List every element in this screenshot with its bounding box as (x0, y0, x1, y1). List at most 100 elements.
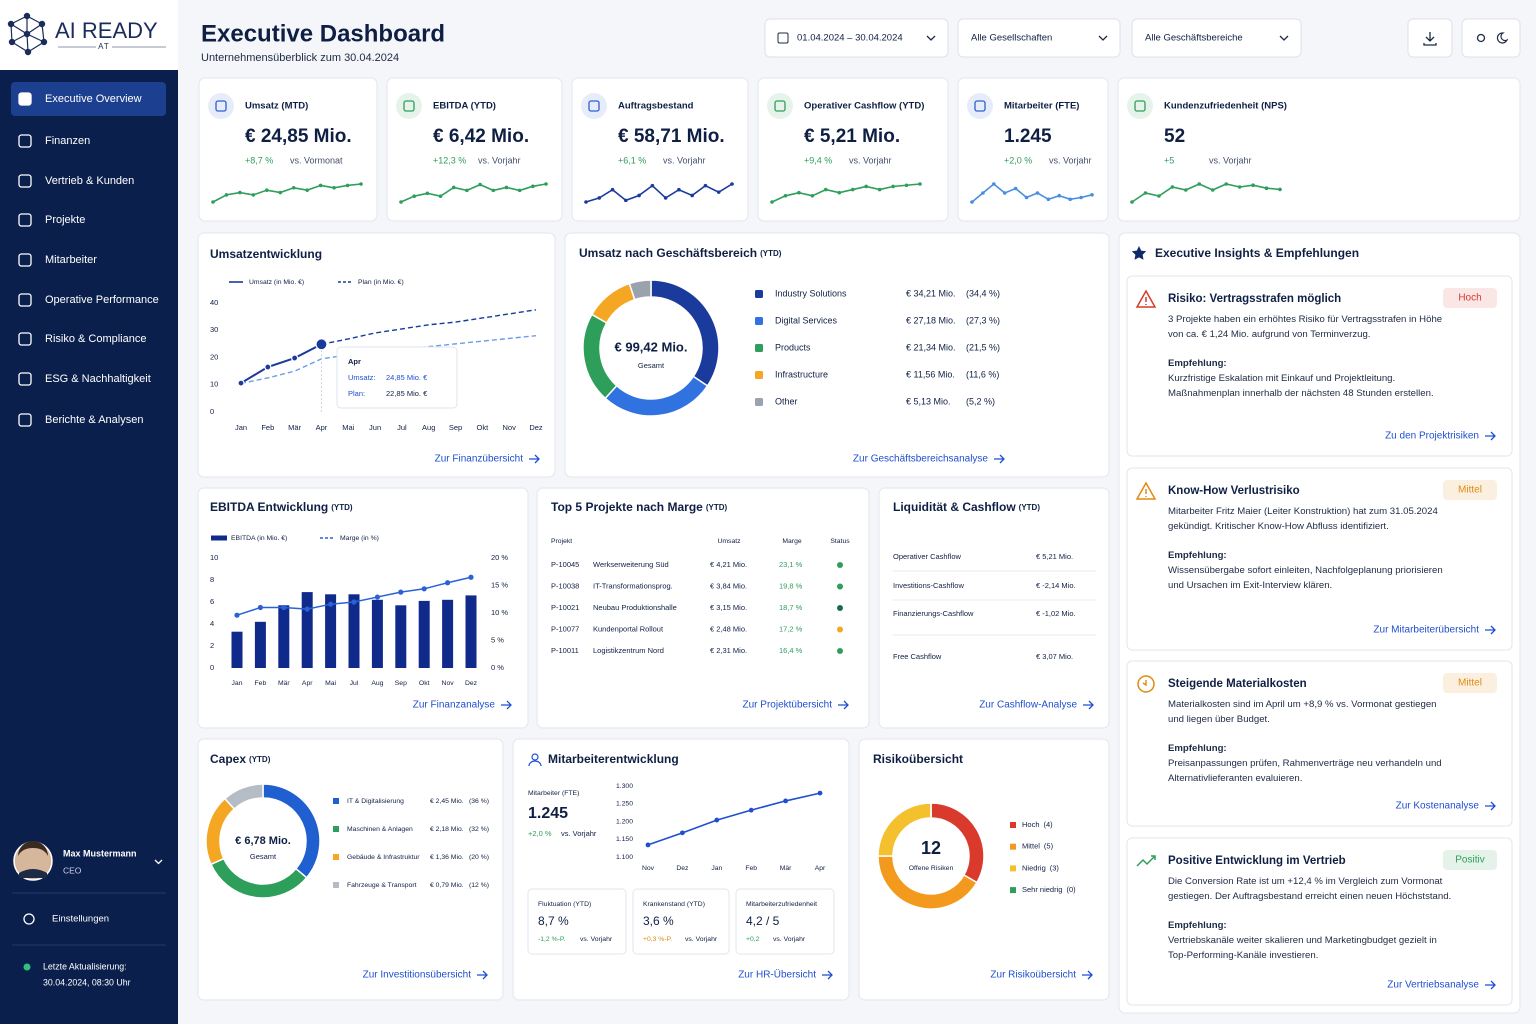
kpi-icon-glyph (774, 100, 786, 112)
spark-point (716, 190, 721, 194)
link[interactable]: Zur HR-Übersicht (738, 969, 816, 981)
nav-item[interactable]: Risiko & Compliance (45, 333, 146, 345)
nav-item[interactable]: Berichte & Analysen (45, 414, 143, 426)
theme-button[interactable] (1461, 18, 1521, 58)
bar (348, 594, 360, 668)
kpi-delta: +12,3 % (433, 155, 466, 165)
nav-icon (18, 332, 32, 346)
tooltip-title: Apr (348, 357, 361, 366)
link-arrow[interactable] (1485, 801, 1496, 811)
insight-rec: Wissensübergabe sofort einleiten, Nachfo… (1168, 565, 1443, 591)
insight-icon (1136, 855, 1156, 867)
link-arrow[interactable] (1485, 625, 1496, 635)
spark-point (504, 185, 509, 190)
kpi-label: Mitarbeiter (FTE) (1004, 101, 1079, 112)
kpi-compare: vs. Vorjahr (1209, 155, 1252, 165)
spark-point (690, 193, 694, 198)
settings[interactable]: Einstellungen (52, 914, 109, 925)
link-arrow[interactable] (501, 700, 512, 710)
avatar-hair (18, 841, 48, 856)
link-arrow[interactable] (529, 454, 540, 464)
mini-card (735, 888, 835, 955)
project-margin: 23,1 % (779, 560, 803, 569)
marge-point (445, 580, 451, 586)
nav-item[interactable]: ESG & Nachhaltigkeit (45, 373, 151, 385)
x-tick-label: Mär (288, 423, 301, 432)
link[interactable]: Zu den Projektrisiken (1385, 431, 1479, 442)
link-arrow[interactable] (838, 700, 849, 710)
bar (301, 592, 313, 668)
nav-item[interactable]: Finanzen (45, 135, 90, 147)
link-arrow[interactable] (822, 970, 833, 980)
logo-node (38, 20, 46, 28)
donut-center-label: Gesamt (638, 361, 665, 370)
link[interactable]: Zur Finanzübersicht (435, 454, 524, 465)
card-title-suffix: (YTD) (331, 503, 353, 512)
link-arrow[interactable] (1485, 431, 1496, 441)
filter[interactable]: Alle Gesellschaften (971, 33, 1052, 44)
link[interactable]: Zur Cashflow-Analyse (979, 700, 1077, 711)
filter-box[interactable] (1131, 18, 1302, 58)
spark-point (610, 187, 615, 192)
nav-item[interactable]: Operative Performance (45, 294, 159, 306)
card-title: Top 5 Projekte nach Marge (YTD) (551, 500, 727, 514)
series-line (321, 309, 537, 345)
kpi-icon (208, 93, 234, 119)
link[interactable]: Zur Risikoübersicht (990, 970, 1076, 981)
marge-point (304, 606, 310, 612)
donut-center-value: € 6,78 Mio. (235, 835, 291, 847)
filter-chevron (1098, 35, 1108, 41)
data-point (264, 363, 272, 371)
project-margin: 17,2 % (779, 624, 803, 633)
filter-box[interactable] (957, 18, 1121, 58)
marge-point (257, 604, 263, 611)
nav-item[interactable]: Projekte (45, 214, 85, 226)
risk-count: (5) (1044, 842, 1054, 851)
link-arrow[interactable] (1485, 980, 1496, 990)
card-title: Liquidität & Cashflow (YTD) (893, 500, 1040, 514)
spark-point (850, 187, 855, 192)
link[interactable]: Zur Geschäftsbereichsanalyse (853, 454, 989, 465)
brand-sub: AT (98, 42, 110, 51)
spark-point (478, 182, 482, 187)
filter[interactable]: Alle Geschäftsbereiche (1145, 33, 1243, 44)
segment-share: (34,4 %) (966, 288, 1000, 298)
nav-item[interactable]: Vertrieb & Kunden (45, 175, 134, 187)
link-arrow[interactable] (1082, 970, 1093, 980)
link[interactable]: Zur Investitionsübersicht (363, 970, 472, 981)
card-title: Umsatz nach Geschäftsbereich (YTD) (579, 246, 782, 260)
link[interactable]: Zur Finanzanalyse (413, 700, 496, 711)
settings-icon (23, 913, 35, 925)
mini-delta: +0,2 (746, 936, 760, 943)
kpi-delta: +2,0 % (528, 829, 552, 838)
tooltip-value: 22,85 Mio. € (386, 389, 428, 398)
filter[interactable]: 01.04.2024 – 30.04.2024 (797, 33, 903, 44)
kpi-compare: vs. Vorjahr (849, 155, 892, 165)
link-arrow[interactable] (477, 970, 488, 980)
user-chevron[interactable] (154, 859, 163, 865)
link-arrow[interactable] (994, 454, 1005, 464)
y-tick-label: 20 (210, 352, 218, 361)
link[interactable]: Zur Projektübersicht (743, 700, 833, 711)
nav-item[interactable]: Mitarbeiter (45, 254, 97, 266)
legend-swatch (1010, 843, 1016, 850)
mini-compare: vs. Vorjahr (685, 936, 718, 943)
spark-point (1024, 195, 1029, 200)
status-dot (837, 626, 843, 633)
nav-item[interactable]: Executive Overview (45, 93, 142, 105)
staff-point (748, 807, 754, 813)
filter-box[interactable] (764, 18, 949, 58)
link[interactable]: Zur Vertriebsanalyse (1387, 980, 1479, 991)
kpi-label: Operativer Cashflow (YTD) (804, 101, 924, 112)
y-tick-label: 1.250 (616, 801, 633, 808)
kpi-delta: +9,4 % (804, 155, 832, 165)
cashflow-label: Operativer Cashflow (893, 552, 962, 561)
link[interactable]: Zur Mitarbeiterübersicht (1373, 625, 1479, 636)
tooltip-label: Umsatz: (348, 373, 376, 382)
link-arrow[interactable] (1083, 700, 1094, 710)
link[interactable]: Zur Kostenanalyse (1396, 801, 1480, 812)
kpi-label: Auftragsbestand (618, 101, 694, 112)
badge-label: Positiv (1455, 855, 1484, 866)
spark-point (677, 187, 681, 192)
spark-point (399, 200, 403, 204)
